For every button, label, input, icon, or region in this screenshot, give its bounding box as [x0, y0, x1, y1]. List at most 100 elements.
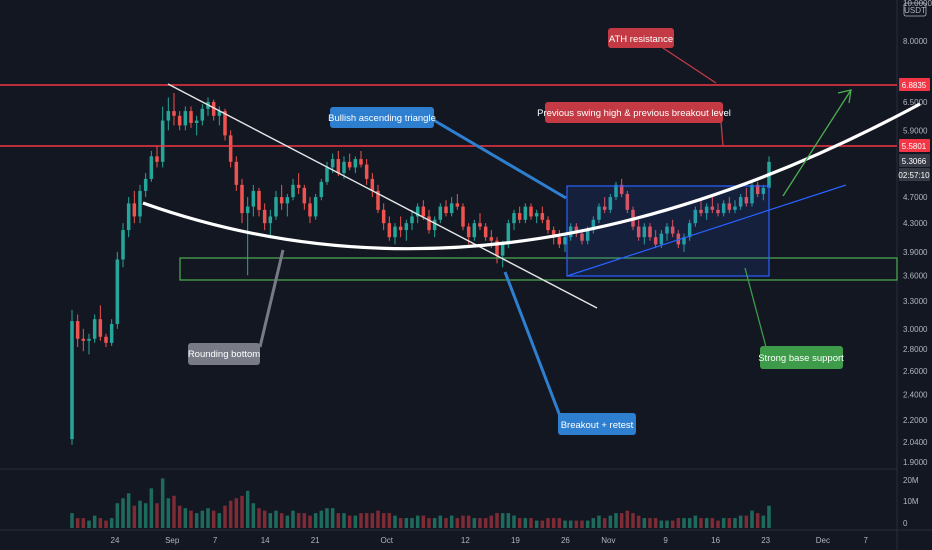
candle-body [449, 203, 454, 214]
x-tick-label: Sep [165, 536, 180, 545]
volume-bar [461, 515, 465, 528]
callout-rounding: Rounding bottom [188, 249, 285, 365]
triangle-box [566, 185, 770, 277]
y-tick-label: 4.3000 [903, 219, 928, 228]
candle-body [376, 190, 380, 210]
candle-body [551, 230, 556, 238]
volume-bar [631, 513, 635, 528]
volume-bar [444, 518, 448, 528]
candle-body [262, 209, 267, 224]
volume-bar [160, 478, 165, 528]
candle-body [710, 206, 715, 210]
candle-body [245, 206, 250, 214]
volume-bar [659, 520, 664, 528]
candle-body [296, 184, 301, 188]
volume-bar [767, 505, 771, 528]
candle-body [438, 206, 443, 220]
volume-bar [138, 500, 142, 528]
volume-bar [308, 515, 312, 528]
candle-body [177, 115, 182, 126]
candle-body [506, 223, 511, 245]
support-zone-upper [179, 257, 898, 281]
candle-body [597, 206, 601, 220]
candle-body [302, 187, 307, 204]
volume-bar [98, 518, 103, 528]
candle-body [738, 197, 743, 207]
volume-bar [670, 520, 675, 528]
volume-bar [585, 520, 590, 528]
volume-bar [194, 513, 199, 528]
candle-body [87, 338, 91, 341]
callout-breakout: Breakout + retest [503, 271, 636, 435]
volume-bar [665, 520, 669, 528]
x-tick-label: Oct [380, 536, 393, 545]
volume-bar [727, 518, 732, 528]
x-tick-label: 23 [761, 536, 770, 545]
volume-bar [228, 500, 233, 528]
candle-body [721, 203, 726, 214]
candle-body [274, 197, 278, 217]
x-tick-label: 26 [561, 536, 570, 545]
candle-body [308, 203, 312, 217]
candle-body [279, 197, 284, 204]
candle-body [189, 111, 193, 123]
volume-bar [574, 520, 579, 528]
volume-bar [223, 505, 227, 528]
currency-badge: USDT [903, 2, 927, 17]
volume-bar [330, 508, 335, 528]
candle-body [166, 111, 171, 121]
volume-bar [614, 513, 618, 528]
triangle-label: Bullish ascending triangle [328, 113, 436, 124]
volume-bar [625, 510, 630, 528]
y-tick-label: 3.9000 [903, 248, 928, 257]
x-tick-label: 7 [213, 536, 218, 545]
candle-body [109, 323, 114, 343]
volume-bar [636, 515, 641, 528]
candle-body [370, 178, 375, 191]
candle-body [727, 203, 732, 210]
candle-body [211, 101, 216, 116]
candle-body [682, 237, 686, 245]
volume-bar [455, 518, 460, 528]
volume-bar [376, 510, 380, 528]
candle-body [693, 209, 698, 224]
volume-bar [347, 515, 352, 528]
volume-bar [619, 513, 624, 528]
volume-bar [172, 495, 176, 528]
volume-bar [608, 515, 613, 528]
candle-body [319, 181, 324, 198]
volume-bar [189, 510, 193, 528]
volume-bar [291, 510, 295, 528]
volume-bar [438, 515, 443, 528]
x-tick-label: Dec [816, 536, 830, 545]
volume-bar [109, 518, 114, 528]
volume-bar [336, 513, 341, 528]
candle-body [75, 321, 80, 339]
volume-tick-label: 10M [903, 497, 919, 506]
last-price-badge: 5.3066 02:57:10 [898, 154, 930, 181]
volume-bar [75, 518, 80, 528]
triangle-rising-line [566, 184, 847, 277]
base-label: Strong base support [758, 353, 844, 364]
volume-bar [92, 515, 97, 528]
candle-body [410, 216, 414, 224]
candle-body [534, 213, 539, 217]
candle-body [285, 197, 290, 204]
volume-bar [245, 490, 250, 528]
volume-bar [268, 513, 273, 528]
volume-bar [568, 520, 573, 528]
y-tick-label: 8.0000 [903, 37, 928, 46]
candle-body [580, 233, 584, 241]
candle-body [546, 219, 550, 231]
candle-body [461, 206, 465, 227]
x-tick-label: 19 [511, 536, 520, 545]
candle-body [574, 226, 579, 234]
y-tick-label: 4.7000 [903, 193, 928, 202]
candle-body [489, 237, 494, 241]
volume-bar [404, 518, 409, 528]
candle-body [517, 213, 522, 220]
swing-level-value: 5.5801 [902, 142, 927, 151]
candle-body [636, 226, 641, 238]
x-tick-label: 9 [663, 536, 668, 545]
candle-body [70, 321, 74, 440]
